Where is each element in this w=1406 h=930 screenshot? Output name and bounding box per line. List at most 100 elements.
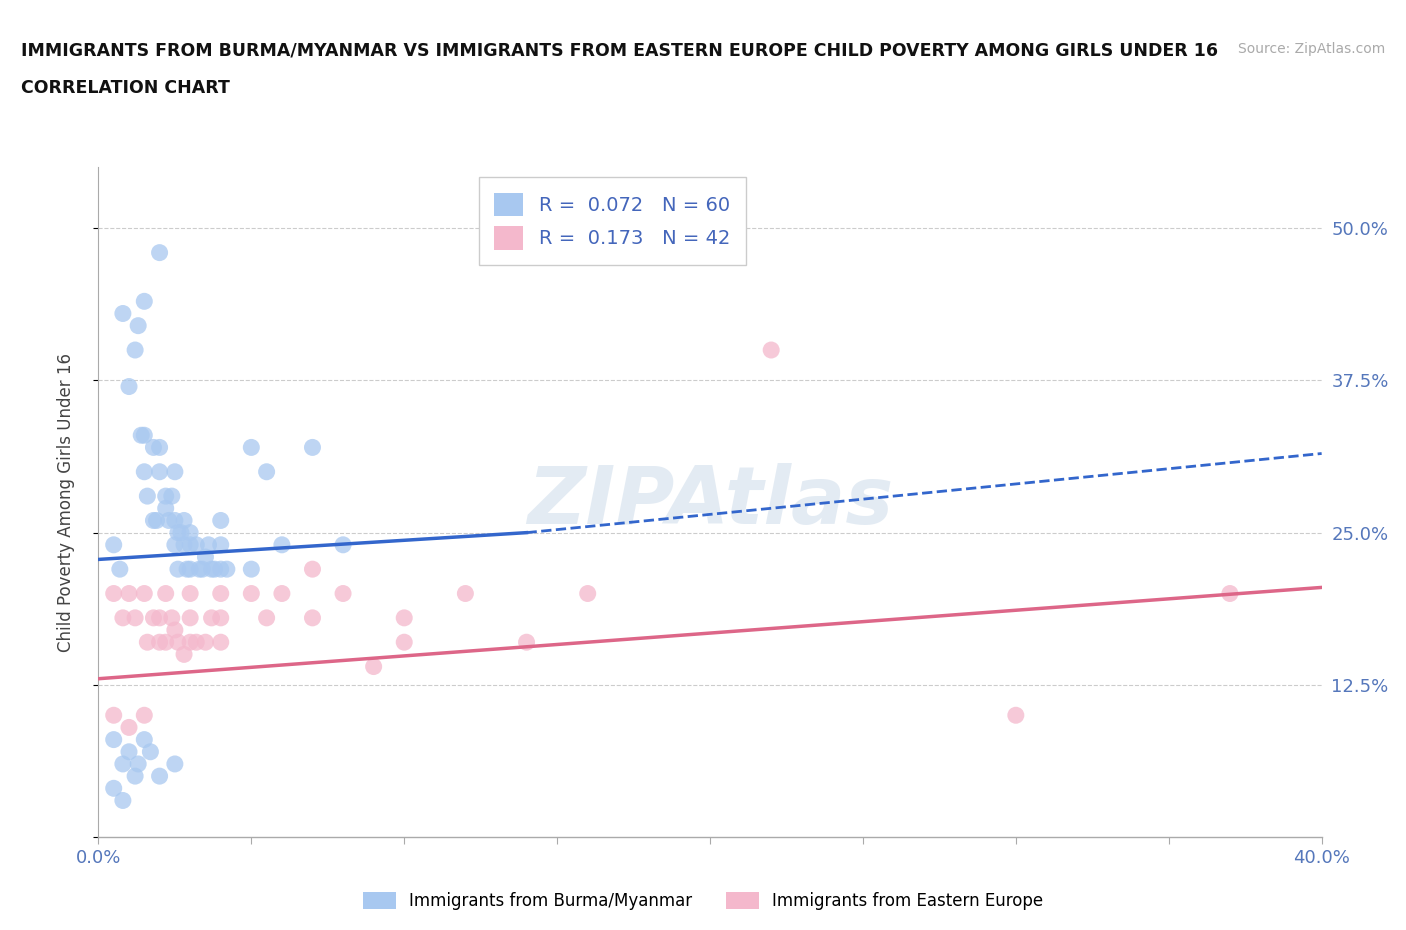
- Point: [155, 635, 177, 650]
- Point: [363, 659, 385, 674]
- Point: [240, 562, 263, 577]
- Text: Source: ZipAtlas.com: Source: ZipAtlas.com: [1237, 42, 1385, 56]
- Point: [209, 610, 232, 625]
- Point: [142, 610, 165, 625]
- Point: [160, 610, 183, 625]
- Point: [134, 708, 156, 723]
- Point: [516, 635, 538, 650]
- Point: [270, 538, 292, 552]
- Point: [186, 635, 208, 650]
- Point: [1219, 586, 1241, 601]
- Point: [163, 464, 186, 479]
- Point: [179, 562, 201, 577]
- Point: [111, 610, 134, 625]
- Point: [157, 513, 180, 528]
- Point: [167, 635, 190, 650]
- Point: [124, 342, 146, 357]
- Legend: R =  0.072   N = 60, R =  0.173   N = 42: R = 0.072 N = 60, R = 0.173 N = 42: [478, 177, 745, 265]
- Point: [179, 610, 201, 625]
- Point: [134, 294, 156, 309]
- Point: [209, 513, 232, 528]
- Point: [301, 610, 323, 625]
- Point: [576, 586, 599, 601]
- Text: CORRELATION CHART: CORRELATION CHART: [21, 79, 231, 97]
- Point: [209, 635, 232, 650]
- Point: [103, 781, 125, 796]
- Point: [759, 342, 782, 357]
- Point: [301, 440, 323, 455]
- Point: [134, 464, 156, 479]
- Point: [163, 756, 186, 771]
- Point: [111, 306, 134, 321]
- Point: [301, 562, 323, 577]
- Point: [240, 586, 263, 601]
- Point: [167, 525, 190, 540]
- Point: [194, 635, 217, 650]
- Point: [136, 635, 159, 650]
- Point: [155, 488, 177, 503]
- Point: [118, 586, 141, 601]
- Point: [188, 562, 211, 577]
- Point: [134, 586, 156, 601]
- Point: [111, 793, 134, 808]
- Point: [173, 513, 195, 528]
- Y-axis label: Child Poverty Among Girls Under 16: Child Poverty Among Girls Under 16: [56, 352, 75, 652]
- Point: [200, 610, 222, 625]
- Point: [118, 744, 141, 759]
- Point: [149, 610, 172, 625]
- Point: [194, 550, 217, 565]
- Point: [256, 610, 278, 625]
- Point: [179, 635, 201, 650]
- Text: ZIPAtlas: ZIPAtlas: [527, 463, 893, 541]
- Point: [186, 538, 208, 552]
- Point: [163, 622, 186, 637]
- Point: [200, 562, 222, 577]
- Point: [179, 525, 201, 540]
- Point: [167, 562, 190, 577]
- Point: [149, 246, 172, 260]
- Point: [149, 635, 172, 650]
- Point: [142, 513, 165, 528]
- Point: [176, 562, 198, 577]
- Point: [155, 586, 177, 601]
- Point: [160, 488, 183, 503]
- Point: [179, 586, 201, 601]
- Point: [179, 538, 201, 552]
- Point: [454, 586, 477, 601]
- Point: [139, 744, 162, 759]
- Point: [124, 610, 146, 625]
- Point: [136, 488, 159, 503]
- Point: [163, 513, 186, 528]
- Point: [191, 562, 214, 577]
- Point: [129, 428, 152, 443]
- Point: [149, 769, 172, 784]
- Point: [145, 513, 167, 528]
- Point: [173, 538, 195, 552]
- Point: [209, 586, 232, 601]
- Point: [256, 464, 278, 479]
- Point: [142, 440, 165, 455]
- Point: [392, 610, 416, 625]
- Point: [103, 538, 125, 552]
- Point: [163, 538, 186, 552]
- Point: [134, 428, 156, 443]
- Point: [103, 732, 125, 747]
- Point: [111, 756, 134, 771]
- Point: [118, 379, 141, 394]
- Point: [332, 586, 354, 601]
- Point: [127, 318, 149, 333]
- Legend: Immigrants from Burma/Myanmar, Immigrants from Eastern Europe: Immigrants from Burma/Myanmar, Immigrant…: [356, 885, 1050, 917]
- Point: [240, 440, 263, 455]
- Point: [149, 464, 172, 479]
- Text: IMMIGRANTS FROM BURMA/MYANMAR VS IMMIGRANTS FROM EASTERN EUROPE CHILD POVERTY AM: IMMIGRANTS FROM BURMA/MYANMAR VS IMMIGRA…: [21, 42, 1218, 60]
- Point: [118, 720, 141, 735]
- Point: [204, 562, 226, 577]
- Point: [1004, 708, 1026, 723]
- Point: [103, 708, 125, 723]
- Point: [134, 732, 156, 747]
- Point: [209, 538, 232, 552]
- Point: [215, 562, 238, 577]
- Point: [270, 586, 292, 601]
- Point: [197, 538, 219, 552]
- Point: [149, 440, 172, 455]
